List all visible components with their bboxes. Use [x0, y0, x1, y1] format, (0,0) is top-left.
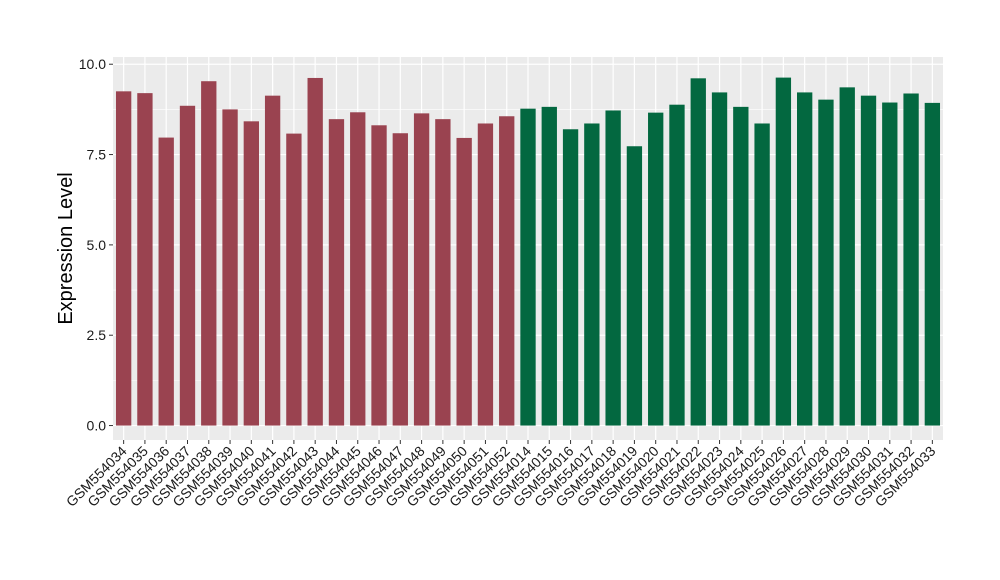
bar-GSM554018 [605, 110, 621, 426]
bar-GSM554028 [818, 99, 834, 426]
bar-GSM554029 [839, 87, 855, 426]
bars [115, 77, 941, 426]
bar-GSM554041 [264, 95, 281, 426]
y-tick-label: 10.0 [79, 56, 106, 72]
bar-GSM554052 [499, 116, 515, 426]
bar-GSM554038 [201, 81, 217, 426]
bar-GSM554031 [882, 102, 898, 426]
bar-GSM554014 [520, 108, 536, 426]
bar-GSM554021 [669, 104, 685, 426]
bar-GSM554036 [158, 137, 174, 426]
bar-GSM554034 [115, 91, 132, 426]
bar-GSM554020 [648, 112, 664, 426]
bar-GSM554050 [456, 137, 472, 426]
bar-GSM554022 [690, 78, 706, 426]
bar-GSM554044 [328, 119, 345, 426]
bar-GSM554040 [243, 121, 259, 426]
bar-GSM554025 [754, 123, 770, 426]
bar-GSM554017 [584, 123, 600, 426]
bar-GSM554027 [797, 92, 813, 426]
bar-GSM554019 [626, 146, 643, 426]
bar-GSM554016 [562, 129, 579, 426]
bar-GSM554051 [477, 123, 494, 426]
bar-GSM554042 [286, 133, 302, 426]
bar-GSM554047 [392, 133, 408, 426]
bar-GSM554035 [137, 93, 153, 426]
bar-GSM554026 [775, 77, 792, 426]
y-tick-label: 2.5 [87, 327, 107, 343]
x-axis: GSM554034GSM554035GSM554036GSM554037GSM5… [63, 440, 939, 510]
bar-GSM554015 [541, 106, 557, 426]
y-tick-label: 5.0 [87, 237, 107, 253]
bar-GSM554024 [733, 106, 749, 426]
bar-GSM554023 [711, 92, 728, 426]
bar-GSM554043 [307, 77, 323, 426]
bar-GSM554049 [435, 119, 451, 426]
bar-GSM554048 [413, 113, 430, 426]
y-axis: 0.0 2.5 5.0 7.5 10.0 [79, 56, 113, 434]
bar-GSM554037 [179, 105, 196, 426]
bar-GSM554033 [924, 102, 941, 426]
bar-GSM554030 [860, 95, 877, 426]
bar-GSM554039 [222, 109, 238, 426]
y-axis-title: Expression Level [55, 172, 77, 324]
bar-GSM554046 [371, 125, 387, 426]
y-tick-label: 0.0 [87, 418, 107, 434]
y-tick-label: 7.5 [87, 147, 107, 163]
bar-GSM554032 [903, 93, 919, 426]
bar-GSM554045 [350, 112, 366, 426]
